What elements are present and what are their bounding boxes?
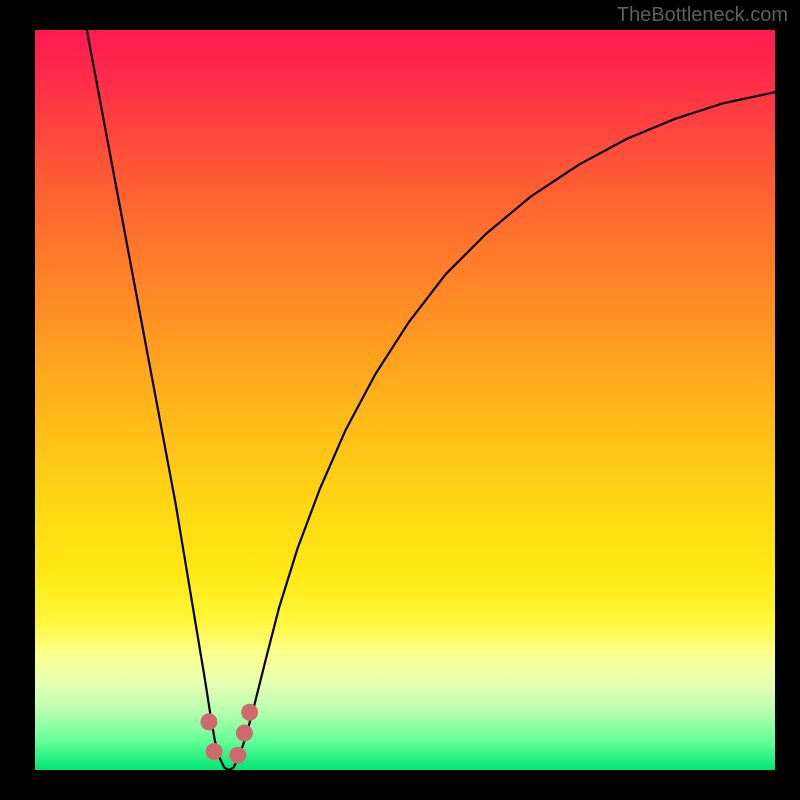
- plot-area: [35, 30, 775, 770]
- data-markers: [35, 30, 775, 770]
- chart-frame: TheBottleneck.com: [0, 0, 800, 800]
- watermark-label: TheBottleneck.com: [617, 4, 788, 27]
